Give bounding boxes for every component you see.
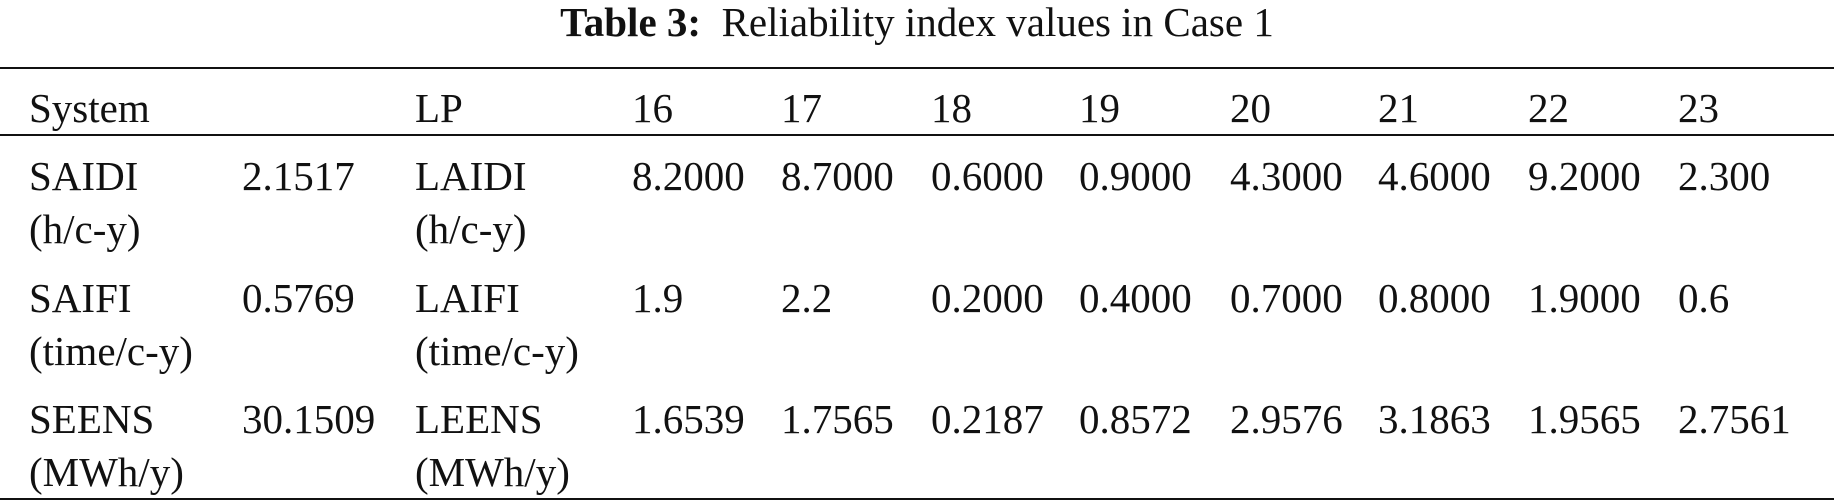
table-cell: 1.9000 [1528, 275, 1641, 321]
table-cell: (MWh/y) [415, 449, 570, 495]
table-cell: 0.5769 [242, 275, 355, 321]
table-cell: 30.1509 [242, 396, 376, 442]
table-cell: LEENS [415, 396, 543, 442]
header-cell: 19 [1079, 85, 1120, 131]
table-cell: (time/c-y) [29, 328, 193, 374]
table-cell: 2.300 [1678, 153, 1771, 199]
table-cell: 0.9000 [1079, 153, 1192, 199]
header-cell: 21 [1378, 85, 1419, 131]
table-cell: 1.7565 [781, 396, 894, 442]
table-cell: 8.7000 [781, 153, 894, 199]
header-cell: 20 [1230, 85, 1271, 131]
table-cell: 2.2 [781, 275, 833, 321]
header-cell: 22 [1528, 85, 1569, 131]
table-caption: Table 3: Reliability index values in Cas… [0, 0, 1834, 44]
caption-label: Table 3: [560, 0, 702, 45]
bottom-rule [0, 498, 1834, 500]
header-cell: 18 [931, 85, 972, 131]
table-cell: LAIFI [415, 275, 520, 321]
top-rule [0, 67, 1834, 69]
table-cell: 9.2000 [1528, 153, 1641, 199]
table-cell: (h/c-y) [29, 206, 141, 252]
table-cell: 2.1517 [242, 153, 355, 199]
header-cell: LP [415, 85, 463, 131]
table-cell: 0.2000 [931, 275, 1044, 321]
header-cell: 17 [781, 85, 822, 131]
table-cell: 0.2187 [931, 396, 1044, 442]
table-cell: (time/c-y) [415, 328, 579, 374]
table-cell: 1.6539 [632, 396, 745, 442]
table-cell: 1.9565 [1528, 396, 1641, 442]
table-cell: (MWh/y) [29, 449, 184, 495]
table-cell: 0.6000 [931, 153, 1044, 199]
header-cell: System [29, 85, 150, 131]
table-cell: 4.3000 [1230, 153, 1343, 199]
header-cell: 23 [1678, 85, 1719, 131]
table-cell: 0.8572 [1079, 396, 1192, 442]
table-cell: SAIDI [29, 153, 139, 199]
table-cell: 0.8000 [1378, 275, 1491, 321]
table-cell: 0.4000 [1079, 275, 1192, 321]
caption-text: Reliability index values in Case 1 [721, 0, 1274, 45]
table-cell: 2.9576 [1230, 396, 1343, 442]
table-cell: 0.7000 [1230, 275, 1343, 321]
table-cell: LAIDI [415, 153, 527, 199]
table-cell: 4.6000 [1378, 153, 1491, 199]
header-rule [0, 134, 1834, 136]
table-cell: (h/c-y) [415, 206, 527, 252]
table-cell: 8.2000 [632, 153, 745, 199]
table-cell: 2.7561 [1678, 396, 1791, 442]
table-cell: 0.6 [1678, 275, 1730, 321]
table-cell: 1.9 [632, 275, 684, 321]
header-cell: 16 [632, 85, 673, 131]
table-cell: 3.1863 [1378, 396, 1491, 442]
table-cell: SEENS [29, 396, 155, 442]
table-cell: SAIFI [29, 275, 132, 321]
